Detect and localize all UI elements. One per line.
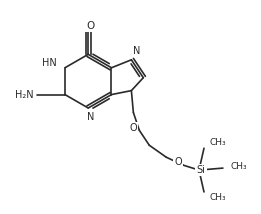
Text: O: O [174,157,182,167]
Text: O: O [129,123,137,133]
Text: Si: Si [197,165,205,175]
Text: O: O [86,21,94,31]
Text: HN: HN [42,58,57,68]
Text: CH₃: CH₃ [210,138,226,147]
Text: CH₃: CH₃ [230,162,247,171]
Text: CH₃: CH₃ [210,193,226,202]
Text: H₂N: H₂N [15,90,33,100]
Text: N: N [133,46,140,56]
Text: N: N [87,112,94,122]
